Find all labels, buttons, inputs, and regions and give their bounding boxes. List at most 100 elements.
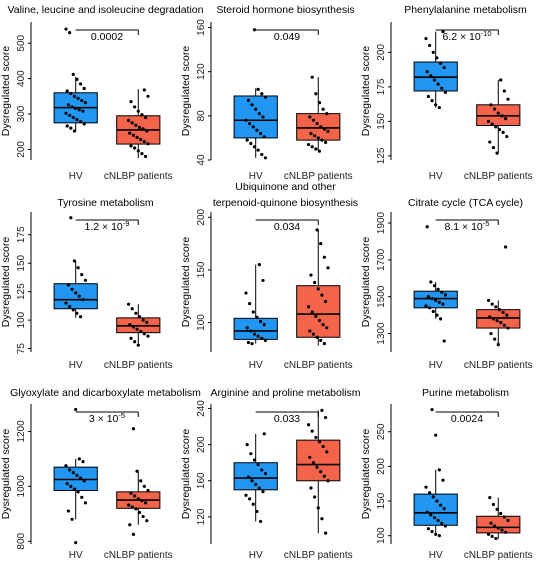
y-tick-label: 1200 [16,420,27,443]
y-tick-label: 150 [196,261,207,278]
data-point [78,476,83,480]
data-point [436,287,440,291]
data-point [488,315,492,319]
y-tick-label: 160 [196,472,207,489]
data-point [130,121,134,125]
chart-panel-3: Phenylalanine metabolism Dysregulated sco… [360,4,533,182]
data-point [146,334,150,338]
data-point [246,475,251,479]
data-point [249,141,253,146]
x-category-label: cNLBP patients [464,360,533,371]
data-point [430,407,434,412]
data-point [250,479,254,483]
data-point [254,482,258,486]
data-point [128,323,132,327]
data-point [443,524,448,528]
data-point [432,78,437,82]
x-category-label: HV [429,171,443,182]
data-point [249,329,253,333]
chart-title: Glyoxylate and dicarboxylate metabolism [10,387,201,399]
data-point [263,471,268,476]
data-point [244,118,248,122]
data-point [76,266,80,270]
data-point [443,90,448,94]
data-point [486,532,491,536]
data-point [80,98,84,103]
data-point [430,529,434,534]
x-category-label: cNLBP patients [284,550,353,561]
data-point [145,519,149,523]
data-point [505,134,509,139]
data-point [136,343,140,347]
data-point [426,94,431,99]
x-category-label: HV [69,171,83,182]
chart-panel-6: Citrate cycle (TCA cycle) Dysregulated sc… [360,197,533,371]
data-point [64,27,68,31]
data-point [256,87,260,91]
data-point [308,455,312,459]
y-tick-label: 40 [196,154,207,166]
data-point [261,278,265,283]
p-value-label: 6.2 × 10-10 [442,29,491,43]
data-point [262,432,266,436]
data-point [426,295,431,299]
y-tick-label: 75 [16,343,27,355]
data-point [432,284,437,288]
data-point [142,140,146,144]
data-point [133,146,137,150]
data-point [81,298,85,302]
x-category-label: cNLBP patients [464,550,533,561]
data-point [429,513,433,517]
data-point [74,541,78,545]
data-point [502,89,506,93]
data-point [129,336,133,340]
data-point [74,291,78,295]
data-point [71,308,75,312]
data-point [441,478,445,482]
data-point [263,156,268,160]
data-point [314,147,318,151]
data-point [490,122,494,126]
data-point [326,266,330,270]
y-tick-label: 125 [376,147,387,164]
data-point [495,151,499,155]
data-point [64,301,68,305]
data-point [506,97,510,101]
x-category-label: HV [249,171,263,182]
data-point [500,528,504,532]
p-value-label: 0.049 [274,31,300,43]
data-point [142,484,146,488]
y-tick-label: 100 [376,527,387,544]
data-point [260,152,264,157]
data-point [441,30,445,34]
y-tick-label: 1500 [376,285,387,308]
data-point [69,484,73,488]
data-point [442,65,446,70]
data-point [245,443,249,447]
data-point [503,530,508,534]
data-point [435,499,439,503]
data-point [134,123,138,127]
data-point [245,326,249,330]
data-point [431,495,435,499]
data-point [310,75,314,79]
data-point [437,468,441,472]
data-point [424,485,428,489]
data-point [78,120,83,124]
data-point [310,145,314,149]
data-point [136,149,140,153]
data-point [437,534,441,538]
data-point [131,133,136,137]
data-point [252,28,257,32]
data-point [140,113,144,117]
data-point [313,495,317,499]
data-point [251,502,255,506]
data-point [310,429,314,433]
data-point [258,131,263,136]
data-point [139,329,143,334]
chart-panel-4: Tyrosine metabolism Dysregulated score 75 1… [0,197,173,371]
data-point [306,142,311,147]
data-point [321,323,325,327]
data-point [131,532,136,536]
data-point [76,96,80,101]
